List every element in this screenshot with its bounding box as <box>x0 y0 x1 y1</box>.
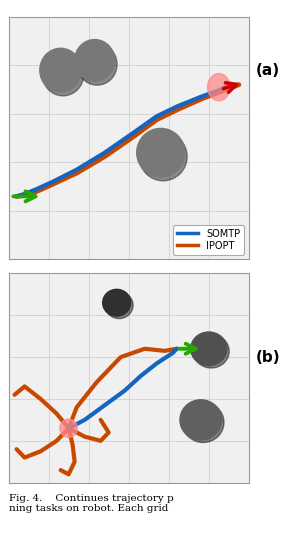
Ellipse shape <box>40 49 82 92</box>
Text: (b): (b) <box>256 350 281 364</box>
Ellipse shape <box>103 289 131 316</box>
Ellipse shape <box>75 40 115 81</box>
Circle shape <box>60 419 78 437</box>
Legend: SOMTP, IPOPT: SOMTP, IPOPT <box>173 225 244 254</box>
Circle shape <box>208 74 230 101</box>
Ellipse shape <box>139 132 187 181</box>
Ellipse shape <box>137 128 185 177</box>
Ellipse shape <box>42 52 84 96</box>
Ellipse shape <box>105 292 133 319</box>
Text: (a): (a) <box>256 62 280 78</box>
Ellipse shape <box>193 334 229 368</box>
Ellipse shape <box>180 400 222 440</box>
Text: Fig. 4.    Continues trajectory p
ning tasks on robot. Each grid: Fig. 4. Continues trajectory p ning task… <box>9 494 173 513</box>
Ellipse shape <box>182 402 224 442</box>
Ellipse shape <box>77 44 117 85</box>
Ellipse shape <box>191 332 227 365</box>
